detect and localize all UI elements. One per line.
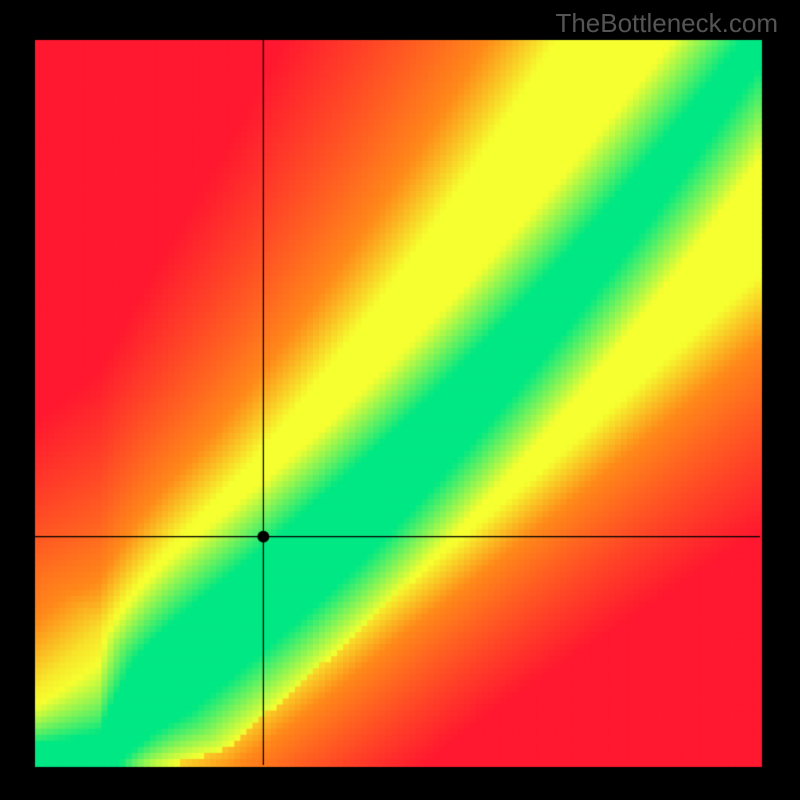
bottleneck-heatmap: [0, 0, 800, 800]
watermark-text: TheBottleneck.com: [555, 8, 778, 39]
chart-container: TheBottleneck.com: [0, 0, 800, 800]
